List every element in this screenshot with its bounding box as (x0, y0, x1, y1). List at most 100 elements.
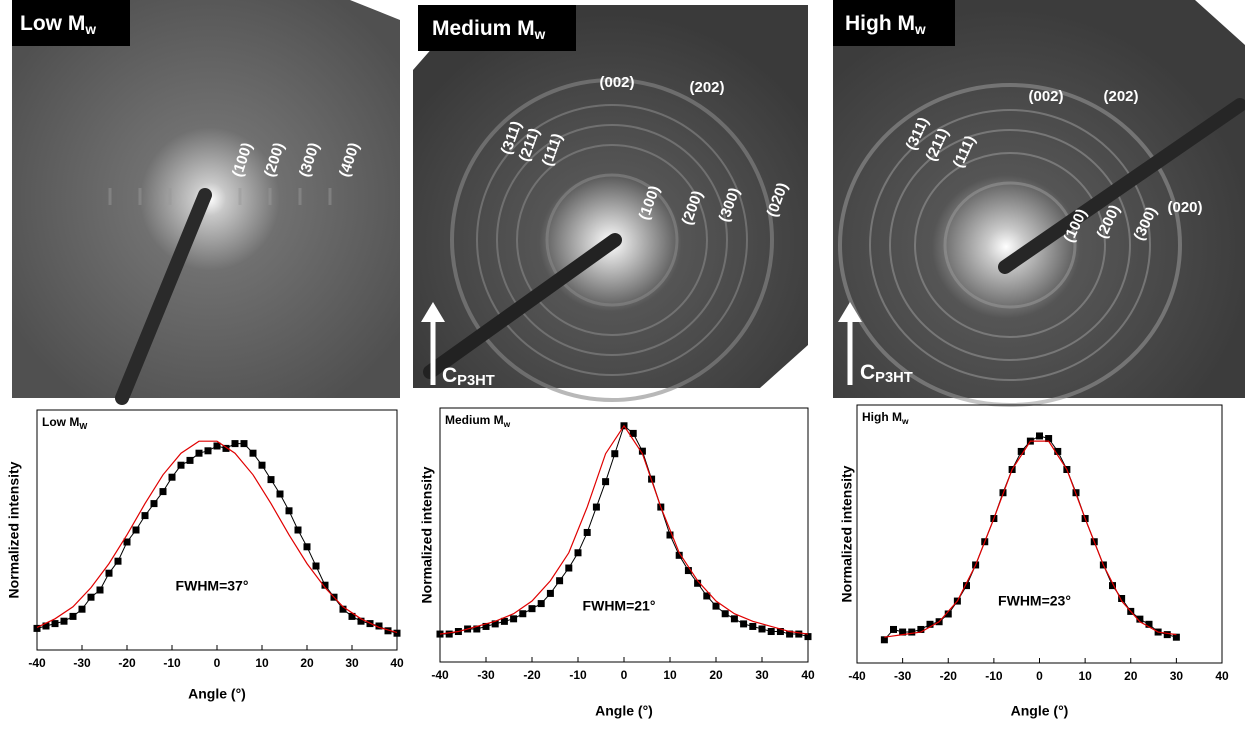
data-point (795, 630, 803, 638)
y-axis-label: Normalized intensity (839, 465, 855, 602)
x-tick-label: -10 (163, 656, 181, 670)
image-title: Medium Mw (432, 17, 546, 42)
orientation-arrow (838, 302, 862, 385)
data-point (51, 620, 59, 628)
image-title-sub: w (914, 22, 926, 37)
data-point (899, 628, 907, 636)
data-point (908, 628, 916, 636)
image-title-main: Low M (20, 12, 85, 35)
data-point (213, 442, 221, 450)
data-point (375, 622, 383, 630)
data-point (880, 636, 888, 644)
data-point (186, 456, 194, 464)
data-point (393, 629, 401, 637)
data-point (195, 449, 203, 457)
x-tick-label: 10 (255, 656, 269, 670)
data-point (249, 449, 257, 457)
x-tick-label: 0 (214, 656, 221, 670)
image-title-sub: w (84, 22, 96, 37)
data-point (132, 526, 140, 534)
data-point (500, 617, 508, 625)
x-tick-label: -30 (73, 656, 91, 670)
axis-direction-label: CP3HT (860, 361, 913, 386)
diffraction-image (413, 5, 808, 388)
data-point (926, 620, 934, 628)
image-title: Low Mw (20, 12, 96, 37)
x-axis-label: Angle (°) (595, 703, 653, 719)
x-tick-label: -30 (477, 668, 495, 682)
annotation: FWHM=23° (998, 593, 1071, 609)
reflection-label: (202) (689, 79, 724, 96)
data-point (963, 582, 970, 590)
data-point (482, 622, 490, 630)
x-tick-label: 0 (1036, 669, 1043, 683)
data-point (721, 610, 729, 618)
data-point (123, 538, 131, 546)
data-point (240, 440, 248, 448)
data-point (1017, 447, 1025, 455)
x-tick-label: -20 (940, 669, 958, 683)
data-point (565, 564, 573, 572)
data-point (1136, 615, 1144, 623)
data-point (473, 625, 481, 633)
data-point (114, 557, 122, 565)
image-title-sub: w (534, 27, 546, 42)
chart-title: High Mw (862, 410, 909, 426)
data-point (519, 610, 527, 618)
title-box (833, 0, 955, 46)
x-tick-label: -10 (985, 669, 1003, 683)
data-point (1036, 432, 1043, 440)
data-point (528, 605, 536, 613)
data-point (758, 625, 766, 633)
data-point (69, 612, 77, 620)
image-title-main: Medium M (432, 17, 535, 40)
x-tick-label: -10 (569, 668, 587, 682)
data-point (917, 625, 925, 633)
data-point (168, 473, 176, 481)
data-point (684, 567, 692, 575)
beam-stop (423, 233, 622, 379)
data-point (87, 593, 95, 601)
x-tick-label: -40 (28, 656, 46, 670)
data-point (556, 577, 564, 585)
reflection-label: (202) (1103, 88, 1138, 105)
reflection-label: (002) (1028, 88, 1063, 105)
data-point (749, 622, 757, 630)
beam-stop (115, 188, 212, 405)
data-point (339, 605, 347, 613)
data-point (150, 500, 158, 508)
chart-title-main: Low M (42, 415, 79, 429)
x-tick-label: 30 (755, 668, 769, 682)
data-point (357, 617, 365, 625)
data-point (384, 627, 392, 635)
data-point (804, 633, 812, 641)
x-tick-label: 40 (1215, 669, 1229, 683)
annotation: FWHM=21° (583, 598, 656, 614)
image-corner (1195, 0, 1245, 45)
data-point (445, 630, 453, 638)
data-point (204, 447, 212, 455)
x-tick-label: 10 (663, 668, 677, 682)
data-point (222, 444, 230, 452)
data-point (105, 569, 113, 577)
data-point (786, 630, 794, 638)
data-point (703, 592, 711, 600)
x-tick-label: 40 (390, 656, 404, 670)
data-point (583, 528, 591, 536)
chart-title-sub: w (901, 416, 909, 426)
data-point (510, 615, 518, 623)
x-tick-label: -40 (431, 668, 449, 682)
data-point (78, 605, 86, 613)
x-axis-label: Angle (°) (1011, 703, 1069, 719)
data-line (36, 443, 398, 634)
chart-title: Medium Mw (445, 413, 511, 429)
data-point (776, 628, 784, 636)
fit-line (884, 440, 1177, 638)
data-point (537, 600, 545, 608)
chart-title-sub: W (79, 421, 87, 431)
data-point (267, 476, 275, 484)
data-point (177, 461, 185, 469)
title-box (418, 5, 576, 51)
data-point (348, 612, 356, 620)
data-point (675, 551, 683, 559)
